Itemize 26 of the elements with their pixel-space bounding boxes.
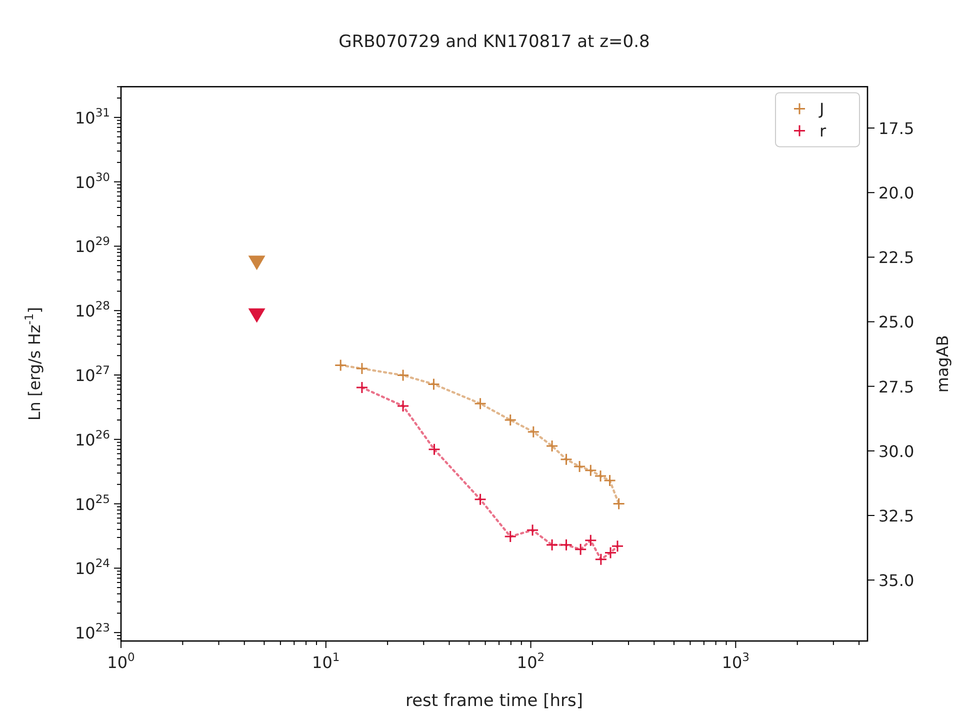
y2-tick-label: 22.5 (878, 248, 914, 268)
y2-tick-label: 20.0 (878, 184, 914, 203)
y2-tick-label: 27.5 (878, 377, 914, 396)
x-tick-label: 10$^{0}$ (107, 650, 135, 672)
y-tick-label: 10$^{31}$ (74, 105, 110, 128)
y-tick-label: 10$^{29}$ (74, 234, 110, 256)
legend-label: J (818, 100, 824, 119)
y-tick-label: 10$^{26}$ (74, 427, 110, 450)
y2-tick-label: 17.5 (878, 119, 914, 138)
y-tick-label: 10$^{24}$ (74, 556, 110, 578)
x-tick-label: 10$^{3}$ (722, 650, 750, 672)
y2-tick-label: 30.0 (878, 442, 914, 461)
chart-title: GRB070729 and KN170817 at z=0.8 (338, 32, 650, 52)
y2-tick-label: 25.0 (878, 312, 914, 332)
y-tick-label: 10$^{25}$ (74, 492, 110, 514)
y-tick-label: 10$^{30}$ (74, 170, 110, 192)
legend-label: r (820, 122, 826, 141)
y-tick-label: 10$^{28}$ (74, 298, 110, 321)
x-axis-title: rest frame time [hrs] (405, 691, 584, 711)
x-tick-label: 10$^{2}$ (516, 650, 545, 672)
y-tick-label: 10$^{27}$ (74, 363, 110, 385)
y-tick-label: 10$^{23}$ (74, 620, 110, 643)
y2-tick-label: 32.5 (878, 506, 914, 526)
y2-tick-label: 35.0 (878, 571, 914, 590)
y2-axis-title: magAB (933, 335, 952, 393)
x-tick-label: 10$^{1}$ (312, 650, 340, 672)
